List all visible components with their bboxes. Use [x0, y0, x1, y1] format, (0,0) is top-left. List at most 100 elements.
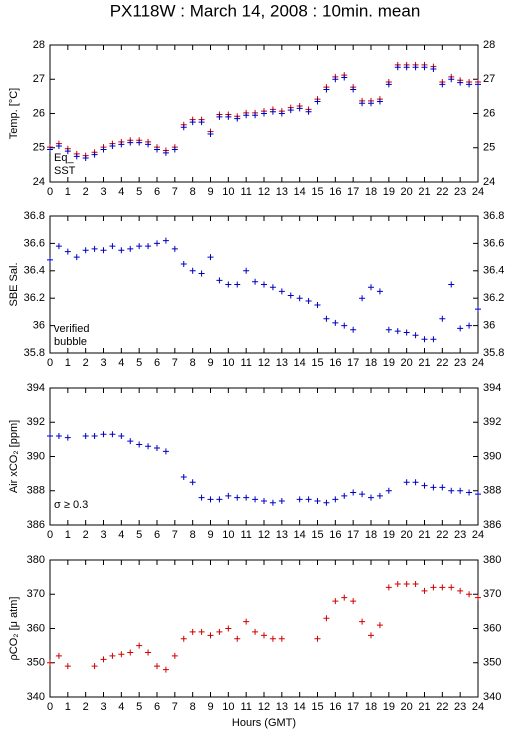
- data-point: [171, 652, 178, 659]
- data-point: [100, 247, 107, 254]
- x-tick-label: 4: [118, 357, 124, 369]
- annotation: σ ≥ 0.3: [54, 499, 88, 511]
- data-point: [252, 112, 259, 119]
- x-tick-label: 10: [222, 357, 234, 369]
- x-tick-label: 12: [258, 357, 270, 369]
- data-point: [234, 281, 241, 288]
- x-tick-label: 14: [294, 529, 306, 541]
- data-point: [314, 635, 321, 642]
- data-point: [359, 491, 366, 498]
- x-tick-label: 16: [329, 357, 341, 369]
- data-point: [261, 110, 267, 117]
- data-point: [439, 81, 446, 88]
- x-tick-label: 4: [118, 529, 124, 541]
- x-tick-label: 9: [207, 529, 213, 541]
- y-tick-label: 340: [27, 691, 45, 703]
- data-point: [243, 618, 250, 625]
- data-point: [127, 649, 134, 656]
- x-tick-label: 11: [240, 186, 251, 198]
- data-point: [376, 622, 383, 629]
- data-point: [47, 432, 53, 439]
- data-point: [457, 587, 464, 594]
- data-point: [269, 635, 276, 642]
- data-point: [269, 284, 276, 291]
- x-tick-label: 11: [240, 701, 251, 713]
- data-point: [385, 487, 392, 494]
- y-tick-label: 36: [33, 320, 45, 332]
- data-point: [475, 491, 481, 498]
- data-point: [189, 479, 196, 486]
- y-tick-label: 36.6: [24, 237, 45, 249]
- x-tick-label: 2: [83, 529, 89, 541]
- data-point: [162, 666, 169, 673]
- x-tick-label: 6: [154, 529, 160, 541]
- data-point: [154, 240, 160, 247]
- y-tick-label: 25: [33, 142, 45, 154]
- data-point: [47, 256, 53, 263]
- data-point: [47, 146, 53, 153]
- x-tick-label: 1: [65, 186, 71, 198]
- data-point: [252, 278, 259, 285]
- data-point: [323, 315, 330, 322]
- data-point: [171, 146, 178, 153]
- data-point: [64, 434, 71, 441]
- x-tick-label: 13: [276, 529, 288, 541]
- y2-tick-label: 25: [483, 142, 495, 154]
- data-point: [127, 245, 134, 252]
- data-point: [403, 479, 410, 486]
- x-tick-label: 14: [294, 186, 306, 198]
- data-point: [296, 295, 303, 302]
- x-tick-label: 10: [222, 701, 234, 713]
- data-point: [189, 267, 196, 274]
- data-point: [154, 146, 160, 153]
- x-tick-label: 22: [436, 186, 448, 198]
- x-tick-label: 14: [294, 701, 306, 713]
- x-tick-label: 22: [436, 701, 448, 713]
- data-point: [216, 496, 223, 503]
- data-point: [359, 618, 366, 625]
- x-tick-label: 23: [454, 357, 466, 369]
- data-point: [368, 494, 374, 501]
- x-tick-label: 7: [172, 357, 178, 369]
- y-tick-label: 36.4: [24, 265, 45, 277]
- data-point: [430, 336, 437, 343]
- data-point: [466, 591, 473, 598]
- data-point: [403, 329, 410, 336]
- x-tick-label: 2: [83, 701, 89, 713]
- data-point: [269, 108, 276, 115]
- data-point: [91, 432, 98, 439]
- data-point: [403, 580, 410, 587]
- x-tick-label: 18: [365, 357, 377, 369]
- data-point: [154, 444, 160, 451]
- data-point: [457, 79, 464, 86]
- x-tick-label: 7: [172, 701, 178, 713]
- x-tick-label: 16: [329, 701, 341, 713]
- data-point: [189, 628, 196, 635]
- x-tick-label: 23: [454, 701, 466, 713]
- data-point: [350, 86, 357, 93]
- data-point: [350, 326, 357, 333]
- data-point: [359, 295, 366, 302]
- x-tick-label: 4: [118, 186, 124, 198]
- data-point: [385, 326, 392, 333]
- x-tick-label: 24: [472, 701, 484, 713]
- data-point: [91, 663, 98, 670]
- y-tick-label: 36.2: [24, 292, 45, 304]
- data-point: [234, 494, 241, 501]
- data-point: [109, 143, 116, 150]
- y-tick-label: 386: [27, 519, 45, 531]
- x-tick-label: 4: [118, 701, 124, 713]
- y-axis-label: ρCO₂ [μ atm]: [8, 597, 20, 661]
- y2-tick-label: 36.4: [483, 265, 504, 277]
- x-tick-label: 20: [401, 186, 413, 198]
- data-point: [136, 243, 143, 250]
- data-point: [162, 149, 169, 156]
- chart-title: PX118W : March 14, 2008 : 10min. mean: [110, 1, 421, 20]
- x-tick-label: 15: [311, 701, 323, 713]
- data-point: [243, 494, 250, 501]
- data-point: [323, 499, 330, 506]
- data-point: [252, 628, 259, 635]
- data-point: [323, 86, 330, 93]
- x-tick-label: 15: [311, 357, 323, 369]
